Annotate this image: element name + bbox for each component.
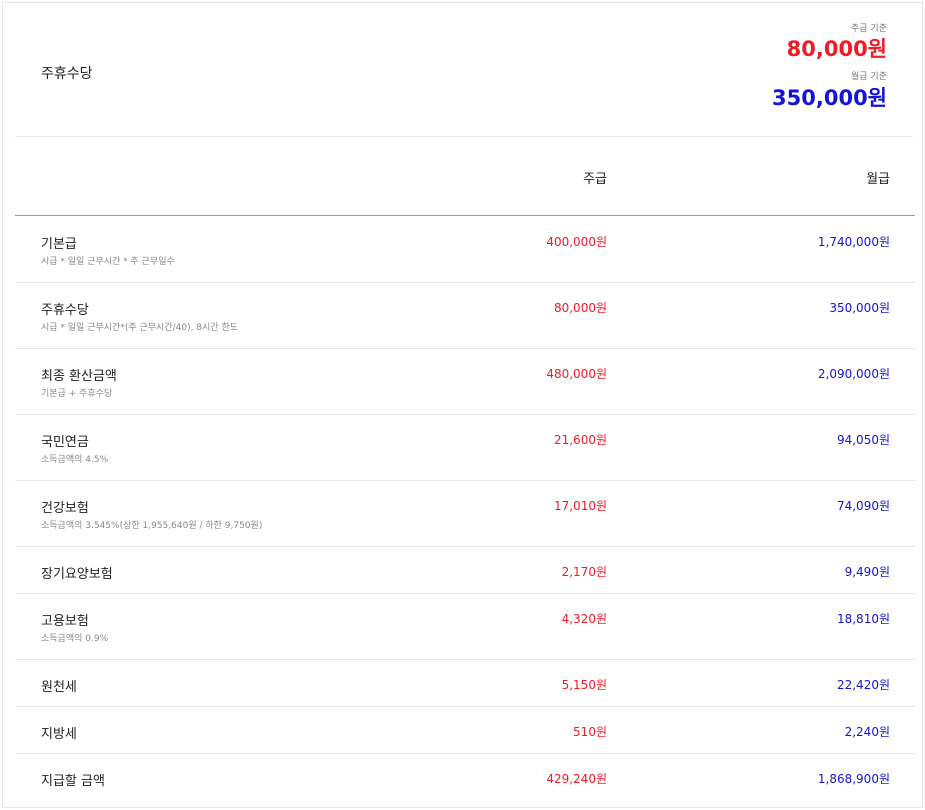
- row-monthly-value: 2,240원: [844, 725, 890, 739]
- table-row-national-pension: 국민연금 소득금액의 4.5% 21,600원 94,050원: [15, 415, 915, 481]
- weekly-basis-caption: 주급 기준: [851, 24, 887, 34]
- column-header-monthly: 월급: [866, 172, 890, 187]
- summary-amounts: 주급 기준 80,000원 월급 기준 350,000원: [772, 23, 887, 113]
- summary-section: 주휴수당 주급 기준 80,000원 월급 기준 350,000원: [15, 3, 913, 137]
- row-label: 기본급: [41, 237, 77, 252]
- row-label: 국민연금: [41, 435, 89, 450]
- row-description: 시급 * 일일 근무시간*(주 근무시간/40), 8시간 한도: [41, 323, 239, 333]
- row-description: 소득금액의 3.545%(상한 1,955,640원 / 하한 9,750원): [41, 521, 263, 531]
- row-label: 지방세: [41, 727, 77, 742]
- weekly-holiday-pay-amount: 80,000원: [786, 37, 887, 61]
- row-monthly-value: 350,000원: [829, 301, 890, 315]
- breakdown-table: 기본급 시급 * 일일 근무시간 * 주 근무일수 400,000원 1,740…: [15, 217, 915, 801]
- summary-title: 주휴수당: [41, 66, 93, 82]
- row-label: 건강보험: [41, 501, 89, 516]
- row-weekly-value: 510원: [573, 725, 607, 739]
- row-weekly-value: 21,600원: [553, 433, 607, 447]
- table-row-holiday-pay: 주휴수당 시급 * 일일 근무시간*(주 근무시간/40), 8시간 한도 80…: [15, 283, 915, 349]
- monthly-holiday-pay-amount: 350,000원: [772, 86, 887, 110]
- row-description: 소득금액의 4.5%: [41, 455, 109, 465]
- row-monthly-value: 1,868,900원: [817, 772, 890, 786]
- table-row-long-term-care-insurance: 장기요양보험 2,170원 9,490원: [15, 547, 915, 594]
- table-row-employment-insurance: 고용보험 소득금액의 0.9% 4,320원 18,810원: [15, 594, 915, 660]
- row-label: 지급할 금액: [41, 774, 105, 789]
- row-weekly-value: 2,170원: [561, 565, 607, 579]
- table-row-health-insurance: 건강보험 소득금액의 3.545%(상한 1,955,640원 / 하한 9,7…: [15, 481, 915, 547]
- row-monthly-value: 2,090,000원: [817, 367, 890, 381]
- row-description: 소득금액의 0.9%: [41, 634, 109, 644]
- table-row-withholding-tax: 원천세 5,150원 22,420원: [15, 660, 915, 707]
- row-description: 기본급 + 주휴수당: [41, 389, 113, 399]
- row-weekly-value: 80,000원: [553, 301, 607, 315]
- row-label: 주휴수당: [41, 303, 89, 318]
- table-row-net-pay: 지급할 금액 429,240원 1,868,900원: [15, 754, 915, 801]
- row-monthly-value: 74,090원: [836, 499, 890, 513]
- row-description: 시급 * 일일 근무시간 * 주 근무일수: [41, 257, 175, 267]
- row-label: 최종 환산금액: [41, 369, 117, 384]
- row-weekly-value: 17,010원: [553, 499, 607, 513]
- table-row-local-tax: 지방세 510원 2,240원: [15, 707, 915, 754]
- row-weekly-value: 400,000원: [546, 235, 607, 249]
- row-weekly-value: 5,150원: [561, 678, 607, 692]
- row-monthly-value: 22,420원: [836, 678, 890, 692]
- row-label: 원천세: [41, 680, 77, 695]
- row-weekly-value: 4,320원: [561, 612, 607, 626]
- row-monthly-value: 94,050원: [836, 433, 890, 447]
- table-row-base-pay: 기본급 시급 * 일일 근무시간 * 주 근무일수 400,000원 1,740…: [15, 217, 915, 283]
- table-column-header: 주급 월급: [15, 138, 915, 216]
- row-label: 고용보험: [41, 614, 89, 629]
- row-monthly-value: 18,810원: [836, 612, 890, 626]
- row-monthly-value: 9,490원: [844, 565, 890, 579]
- row-weekly-value: 429,240원: [546, 772, 607, 786]
- table-row-final-converted-amount: 최종 환산금액 기본급 + 주휴수당 480,000원 2,090,000원: [15, 349, 915, 415]
- row-label: 장기요양보험: [41, 567, 113, 582]
- row-monthly-value: 1,740,000원: [817, 235, 890, 249]
- column-header-weekly: 주급: [583, 172, 607, 187]
- row-weekly-value: 480,000원: [546, 367, 607, 381]
- monthly-basis-caption: 월급 기준: [851, 72, 887, 82]
